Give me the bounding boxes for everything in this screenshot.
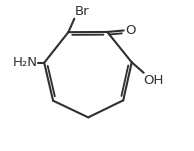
Text: O: O [125,24,136,37]
Text: Br: Br [74,5,89,18]
Text: H₂N: H₂N [12,56,37,69]
Text: OH: OH [144,74,164,87]
